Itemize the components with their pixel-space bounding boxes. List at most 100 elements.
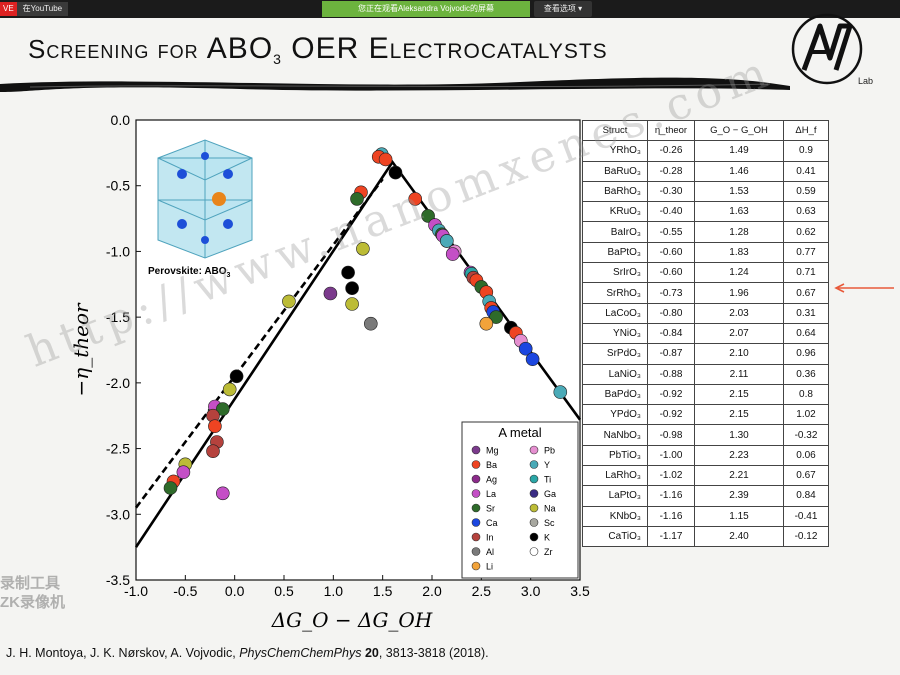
viewer-top-bar: VE 在YouTube 您正在观看Aleksandra Vojvodic的屏幕 … [0,0,900,18]
y-axis-ticks: 0.0 -0.5 -1.0 -1.5 -2.0 -2.5 -3.0 -3.5 [106,112,141,588]
legend-entry: Na [544,504,556,514]
cell-eta: -1.00 [647,444,695,467]
x-tick-label: 3.5 [570,583,590,599]
cell-g: 2.15 [694,404,784,426]
data-point [216,486,230,501]
legend-marker [529,460,539,469]
y-tick-label: -1.0 [106,243,130,259]
table-row: YNiO₃ -0.84 2.07 0.64 [582,322,829,345]
citation-authors: J. H. Montoya, J. K. Nørskov, A. Vojvodi… [6,646,240,660]
screen-share-notice: 您正在观看Aleksandra Vojvodic的屏幕 [322,1,530,17]
cell-g: 2.10 [694,343,784,365]
cell-eta: -0.26 [647,140,695,162]
view-options-button[interactable]: 查看选项 ▾ [534,1,592,17]
data-point [525,352,540,367]
legend-marker [529,474,539,484]
table-row: SrPdO₃ -0.87 2.10 0.96 [582,343,829,365]
cell-eta: -0.60 [647,241,695,264]
highlight-arrow [834,283,894,293]
logo-lab-text: Lab [858,76,874,86]
data-point [489,310,503,324]
perovskite-structure-inset [157,139,253,259]
table-row: YPdO₃ -0.92 2.15 1.02 [582,404,829,426]
cell-struct: SrIrO₃ [582,262,648,284]
cell-h: -0.12 [783,525,829,548]
cell-g: 2.21 [694,465,784,487]
y-tick-label: -2.0 [106,375,130,391]
table-row: SrIrO₃ -0.60 1.24 0.71 [582,262,829,284]
youtube-source-pill[interactable]: VE 在YouTube [0,2,69,16]
data-point [479,316,494,331]
data-point [163,481,178,495]
cell-g: 1.53 [694,180,784,203]
legend-marker [471,561,481,571]
cell-struct: BaRuO₃ [582,160,648,182]
table-row: LaNiO₃ -0.88 2.11 0.36 [582,363,829,385]
x-tick-label: 2.0 [422,583,442,599]
header-struct: Struct [582,119,648,142]
title-mid: OER [281,32,369,65]
table-row: CaTiO₃ -1.17 2.40 -0.12 [582,525,829,548]
legend-entry: Y [544,460,550,470]
header-g: G_O − G_OH [694,119,784,142]
data-point [553,385,568,399]
cell-eta: -1.17 [647,525,695,548]
cell-g: 2.15 [694,383,784,406]
x-tick-label: -1.0 [124,583,148,599]
citation-journal: PhysChemChemPhys [239,646,362,660]
data-points [163,147,568,501]
cell-h: 0.84 [783,485,829,507]
av-lab-logo [791,13,863,85]
cell-struct: PbTiO₃ [582,444,648,467]
x-tick-label: 0.0 [225,583,245,599]
y-tick-label: -0.5 [106,178,130,194]
legend-marker [471,503,481,513]
legend-entry: Sr [486,504,495,514]
cell-eta: -1.16 [647,505,695,527]
x-tick-label: 1.0 [324,583,344,599]
cell-eta: -1.16 [647,485,695,507]
cell-g: 2.40 [694,525,784,548]
y-axis-label: −η_theor [69,302,93,397]
cell-eta: -0.84 [647,322,695,345]
data-point [176,465,191,480]
x-tick-label: -0.5 [173,583,197,599]
legend-title: A metal [498,425,541,440]
cell-struct: BaIrO₃ [582,221,648,243]
cell-struct: BaPtO₃ [582,241,648,264]
oer-volcano-plot: Perovskite: ABO3 -1.0 -0.5 0.0 0.5 1.0 1.5 2.0… [69,112,590,632]
data-point [445,247,460,261]
data-point [323,286,338,301]
legend-marker [529,532,539,542]
table-row: YRhO₃ -0.26 1.49 0.9 [582,140,829,162]
slide-title: Screening for ABO3 OER Electrocatalysts [28,32,608,67]
cell-struct: KNbO₃ [582,505,648,527]
cell-h: 1.02 [783,404,829,426]
cell-struct: YNiO₃ [582,322,648,345]
data-point [341,265,355,280]
title-sub: 3 [273,51,282,68]
cell-g: 1.96 [694,282,784,304]
x-tick-label: 0.5 [274,583,294,599]
youtube-label: 在YouTube [16,2,69,16]
cell-h: 0.31 [783,302,829,324]
table-row: BaPdO₃ -0.92 2.15 0.8 [582,383,829,406]
cell-h: 0.62 [783,221,829,243]
cell-h: -0.32 [783,424,829,446]
legend-marker [471,532,481,542]
cell-h: 0.71 [783,262,829,284]
cell-h: 0.8 [783,383,829,406]
cell-struct: KRuO₃ [582,201,648,223]
legend-marker [471,474,481,484]
legend-marker [471,460,481,469]
table-row: KRuO₃ -0.40 1.63 0.63 [582,201,829,223]
cell-g: 1.24 [694,262,784,284]
cell-h: 0.59 [783,180,829,203]
legend-entry: La [486,489,496,499]
cell-eta: -0.98 [647,424,695,446]
cell-h: -0.41 [783,505,829,527]
x-tick-label: 3.0 [521,583,541,599]
legend-entry: K [544,533,550,543]
citation: J. H. Montoya, J. K. Nørskov, A. Vojvodi… [6,646,489,660]
cell-eta: -1.02 [647,465,695,487]
